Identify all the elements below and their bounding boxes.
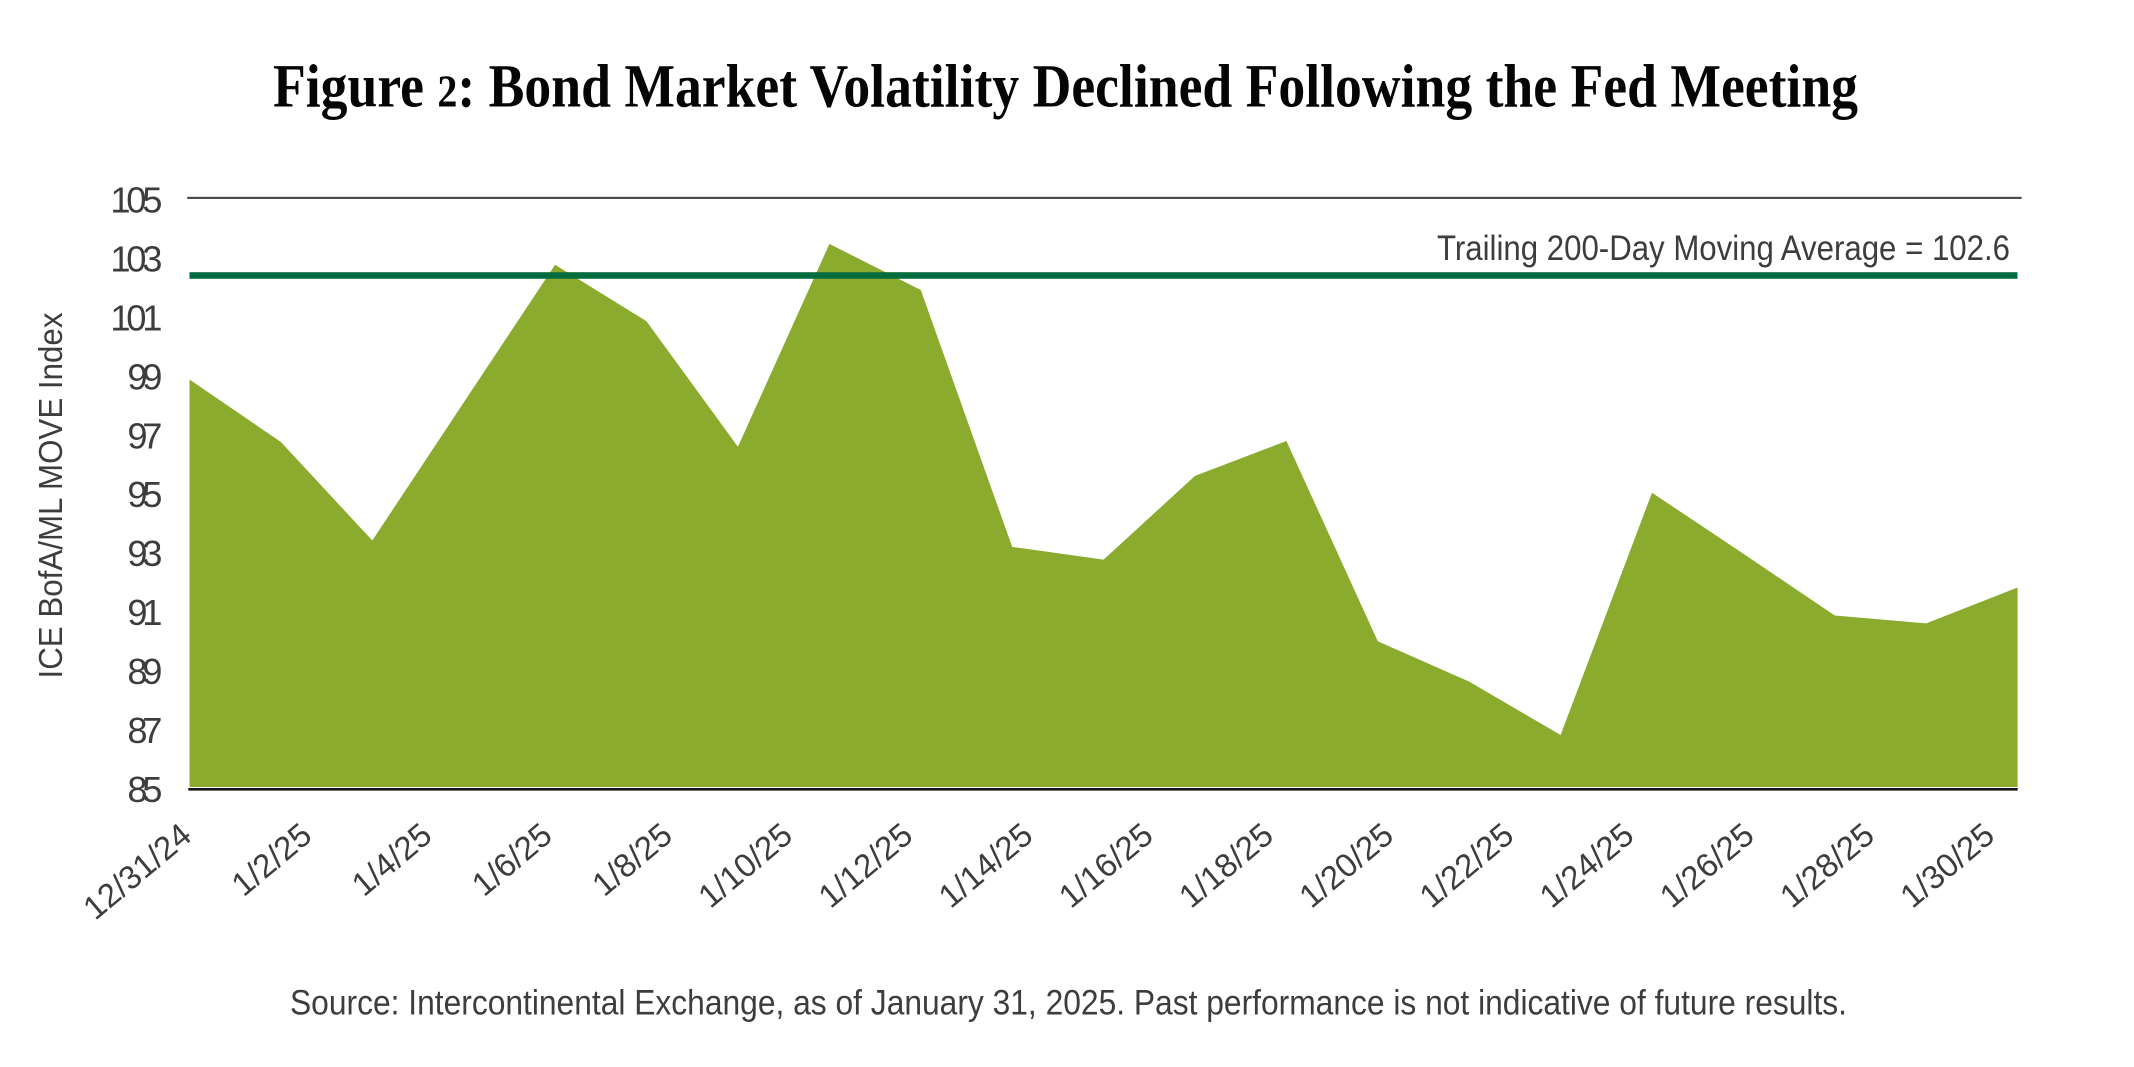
svg-text:Figure 2: Bond Market Volatili: Figure 2: Bond Market Volatility Decline… <box>273 53 1858 121</box>
svg-text:87: 87 <box>127 710 162 751</box>
svg-text:1/8/25: 1/8/25 <box>585 816 679 903</box>
svg-text:1/2/25: 1/2/25 <box>224 816 318 903</box>
svg-text:1/24/25: 1/24/25 <box>1532 816 1640 915</box>
svg-text:1/10/25: 1/10/25 <box>691 816 799 915</box>
svg-text:1/20/25: 1/20/25 <box>1292 816 1400 915</box>
svg-text:Source: Intercontinental Excha: Source: Intercontinental Exchange, as of… <box>290 983 1847 1023</box>
svg-text:1/22/25: 1/22/25 <box>1412 816 1520 915</box>
svg-text:91: 91 <box>127 592 162 633</box>
svg-text:1/4/25: 1/4/25 <box>344 816 438 903</box>
svg-text:1/16/25: 1/16/25 <box>1052 816 1160 915</box>
svg-text:1/26/25: 1/26/25 <box>1653 816 1761 915</box>
svg-text:Trailing 200-Day Moving Averag: Trailing 200-Day Moving Average = 102.6 <box>1437 229 2010 268</box>
svg-text:1/14/25: 1/14/25 <box>931 816 1039 915</box>
svg-text:1/6/25: 1/6/25 <box>465 816 559 903</box>
svg-text:12/31/24: 12/31/24 <box>76 816 198 927</box>
svg-text:1/28/25: 1/28/25 <box>1773 816 1881 915</box>
svg-text:99: 99 <box>127 356 162 397</box>
svg-text:1/30/25: 1/30/25 <box>1893 816 2001 915</box>
svg-text:103: 103 <box>110 238 162 279</box>
svg-text:105: 105 <box>110 180 162 221</box>
svg-text:1/18/25: 1/18/25 <box>1172 816 1280 915</box>
svg-text:95: 95 <box>127 474 162 515</box>
svg-text:101: 101 <box>110 297 162 338</box>
svg-text:97: 97 <box>127 415 162 456</box>
svg-text:93: 93 <box>127 533 162 574</box>
svg-text:89: 89 <box>127 651 162 692</box>
svg-text:1/12/25: 1/12/25 <box>811 816 919 915</box>
svg-text:ICE BofA/ML MOVE Index: ICE BofA/ML MOVE Index <box>32 312 69 678</box>
svg-text:85: 85 <box>127 769 162 810</box>
